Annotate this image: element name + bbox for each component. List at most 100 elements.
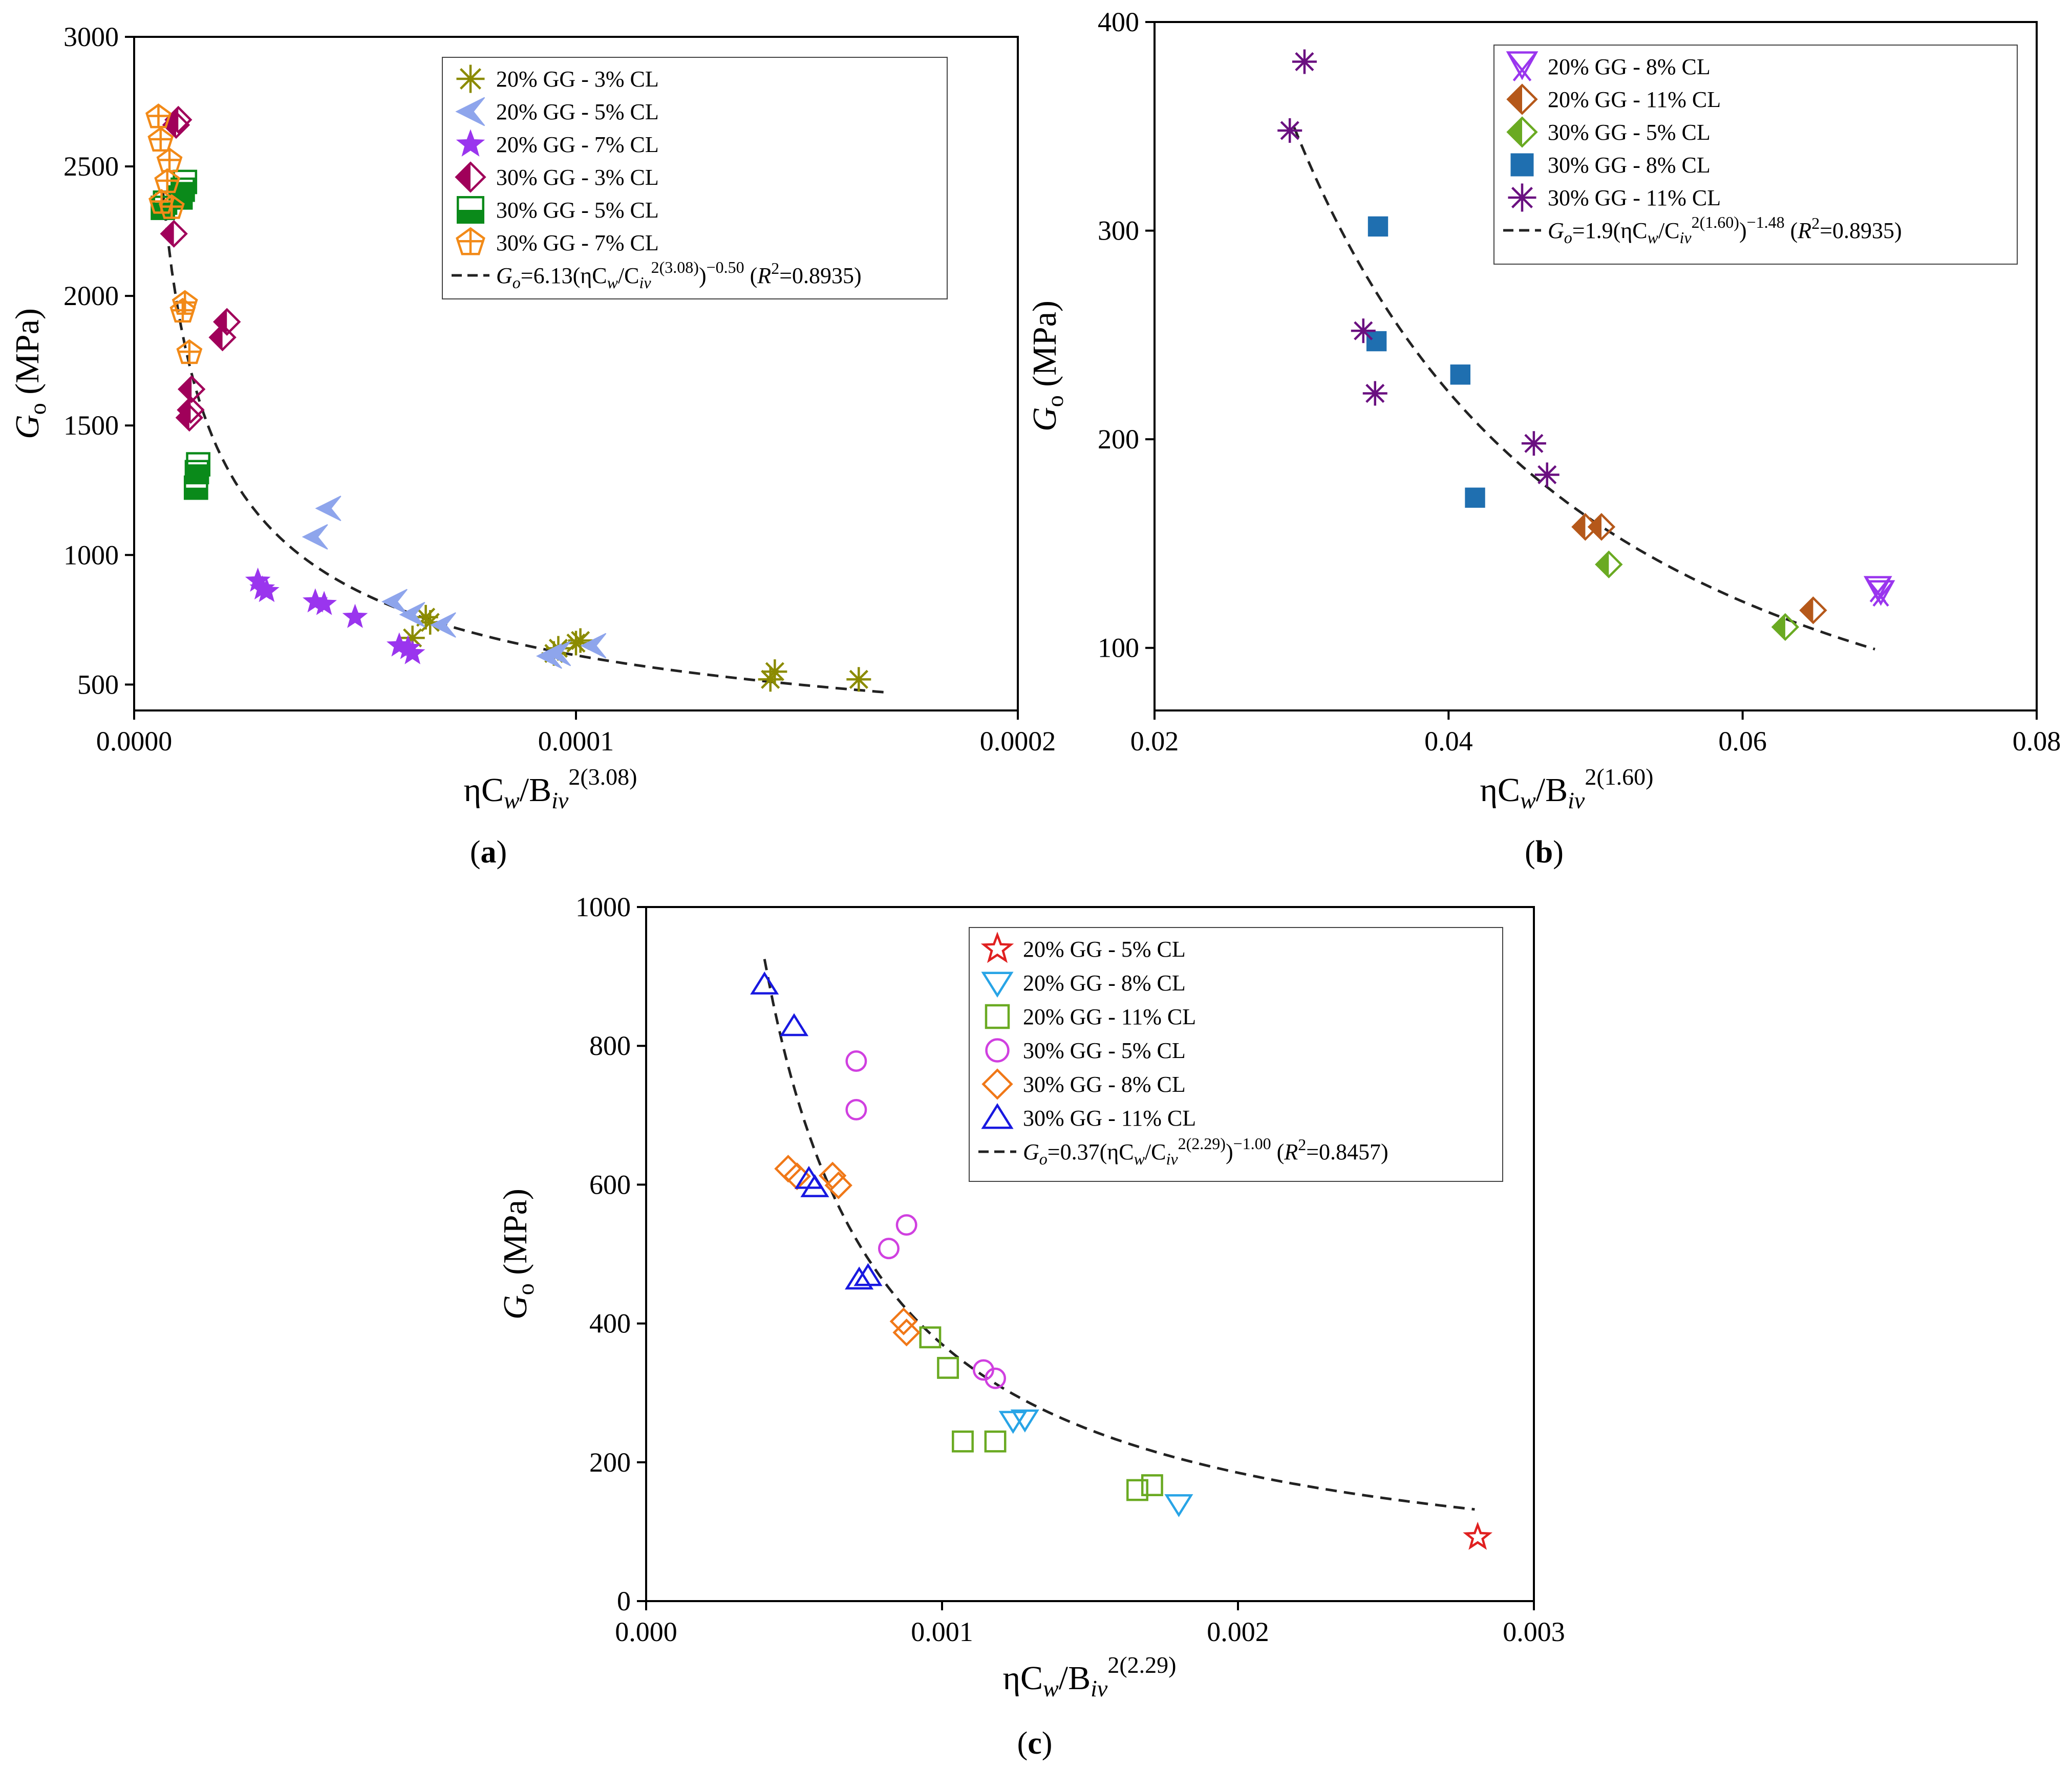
series-b-3 <box>1366 216 1485 508</box>
legend-fit-label: Go=6.13(ηCw/Civ2(3.08))−0.50 (R2=0.8935) <box>496 258 862 292</box>
series-a-1 <box>302 495 607 669</box>
series-a-5 <box>145 103 203 364</box>
fit-curve-b <box>1293 126 1875 651</box>
data-point <box>399 601 425 628</box>
y-axis-label-c: Go (MPa) <box>497 1189 539 1320</box>
data-point <box>342 603 368 628</box>
legend-label: 20% GG - 7% CL <box>496 132 659 157</box>
y-tick-label: 800 <box>589 1030 631 1061</box>
data-point <box>1463 1521 1493 1550</box>
x-axis-label-b: ηCw/Biv2(1.60) <box>1480 764 1654 813</box>
x-axis-label-a: ηCw/Biv2(3.08) <box>464 764 637 813</box>
data-point <box>178 375 206 403</box>
data-point <box>800 1174 829 1197</box>
data-point <box>568 628 593 653</box>
data-point <box>173 169 198 195</box>
data-point <box>998 1411 1028 1434</box>
x-tick-label: 0.0000 <box>96 726 173 757</box>
data-point <box>1799 596 1827 624</box>
data-point <box>892 1319 921 1347</box>
y-tick-label: 2500 <box>63 151 119 182</box>
x-tick-label: 0.001 <box>911 1616 973 1647</box>
data-point <box>311 591 337 615</box>
data-point <box>186 452 210 477</box>
data-point <box>1450 364 1471 385</box>
data-point <box>160 220 188 248</box>
data-point <box>208 323 237 352</box>
data-point <box>580 633 607 659</box>
legend-fit-label: Go=1.9(ηCw/Civ2(1.60))−1.48 (R2=0.8935) <box>1548 213 1902 247</box>
legend-label: 30% GG - 5% CL <box>1548 120 1711 145</box>
legend-marker <box>1508 183 1536 212</box>
y-tick-label: 400 <box>589 1308 631 1339</box>
plot-frame-c <box>645 906 1535 1602</box>
legend-marker <box>456 64 485 93</box>
legend-label: 20% GG - 3% CL <box>496 67 659 92</box>
y-axis-label-b: Go (MPa) <box>1026 300 1068 432</box>
y-tick-label: 200 <box>589 1447 631 1478</box>
legend-marker <box>457 196 484 224</box>
legend-fit-label: Go=0.37(ηCw/Civ2(2.29))−1.00 (R2=0.8457) <box>1023 1134 1389 1168</box>
x-tick-label: 0.0002 <box>980 726 1056 757</box>
series-a-2 <box>245 567 425 664</box>
data-point <box>1292 49 1317 74</box>
data-point <box>158 194 185 219</box>
data-point <box>845 1050 867 1072</box>
data-point <box>878 1238 900 1260</box>
chart-b: 0.02 0.04 0.06 0.08 100 200 300 400 ηCw/Biv2(1.6… <box>1026 7 2061 870</box>
data-point <box>1126 1479 1148 1501</box>
panel-label-c: (c) <box>1017 1726 1053 1761</box>
data-point <box>400 625 425 651</box>
legend-marker <box>980 932 1014 963</box>
legend-c: 20% GG - 5% CL 20% GG - 8% CL 20% GG - 11%… <box>969 927 1503 1182</box>
legend-marker <box>981 1068 1013 1100</box>
series-c-2 <box>919 1326 1163 1501</box>
legend-box <box>1493 45 2018 265</box>
legend-label: 30% GG - 8% CL <box>1023 1072 1186 1097</box>
data-point <box>418 610 443 635</box>
legend-label: 30% GG - 11% CL <box>1023 1106 1196 1131</box>
legend-marker <box>1510 153 1534 177</box>
legend-box <box>969 927 1503 1182</box>
data-point <box>750 972 779 995</box>
legend-label: 20% GG - 11% CL <box>1548 87 1721 112</box>
data-point <box>315 495 341 522</box>
data-point <box>845 1266 874 1290</box>
legend-marker <box>1506 116 1538 148</box>
data-point <box>154 168 181 193</box>
data-point <box>213 308 241 336</box>
series-a-4 <box>151 169 210 500</box>
data-point <box>1534 462 1560 487</box>
legend-box <box>442 57 948 299</box>
data-point <box>1368 216 1389 237</box>
x-axis-label-c: ηCw/Biv2(2.29) <box>1003 1652 1177 1701</box>
series-b-1 <box>1571 513 1827 624</box>
legend-b: 20% GG - 8% CL 20% GG - 11% CL 30% GG - 5%… <box>1493 45 2018 265</box>
y-tick-label: 1500 <box>63 410 119 441</box>
fit-curve-c <box>763 959 1475 1511</box>
y-tick-label: 1000 <box>575 892 631 922</box>
data-point <box>1277 118 1302 143</box>
data-point <box>430 612 456 638</box>
series-b-4 <box>1277 49 1560 487</box>
data-point <box>889 1307 918 1335</box>
legend-label: 30% GG - 3% CL <box>496 165 659 190</box>
series-c-3 <box>845 1050 1007 1389</box>
series-c-1 <box>998 1409 1193 1518</box>
legend-marker <box>985 1038 1010 1063</box>
data-point <box>1362 381 1387 406</box>
y-tick-label: 3000 <box>63 21 119 52</box>
x-tick-label: 0.02 <box>1130 726 1179 757</box>
x-tick-label: 0.06 <box>1718 726 1767 757</box>
series-a-3 <box>160 105 241 432</box>
data-point <box>1141 1474 1163 1496</box>
legend-label: 30% GG - 5% CL <box>1023 1038 1186 1063</box>
panel-label-b: (b) <box>1525 835 1564 870</box>
legend-marker <box>981 1103 1014 1129</box>
fit-curve-a <box>161 191 886 694</box>
data-point <box>985 1367 1007 1389</box>
y-tick-label: 200 <box>1098 424 1139 455</box>
data-point <box>1164 1494 1193 1518</box>
data-point <box>1366 331 1387 352</box>
